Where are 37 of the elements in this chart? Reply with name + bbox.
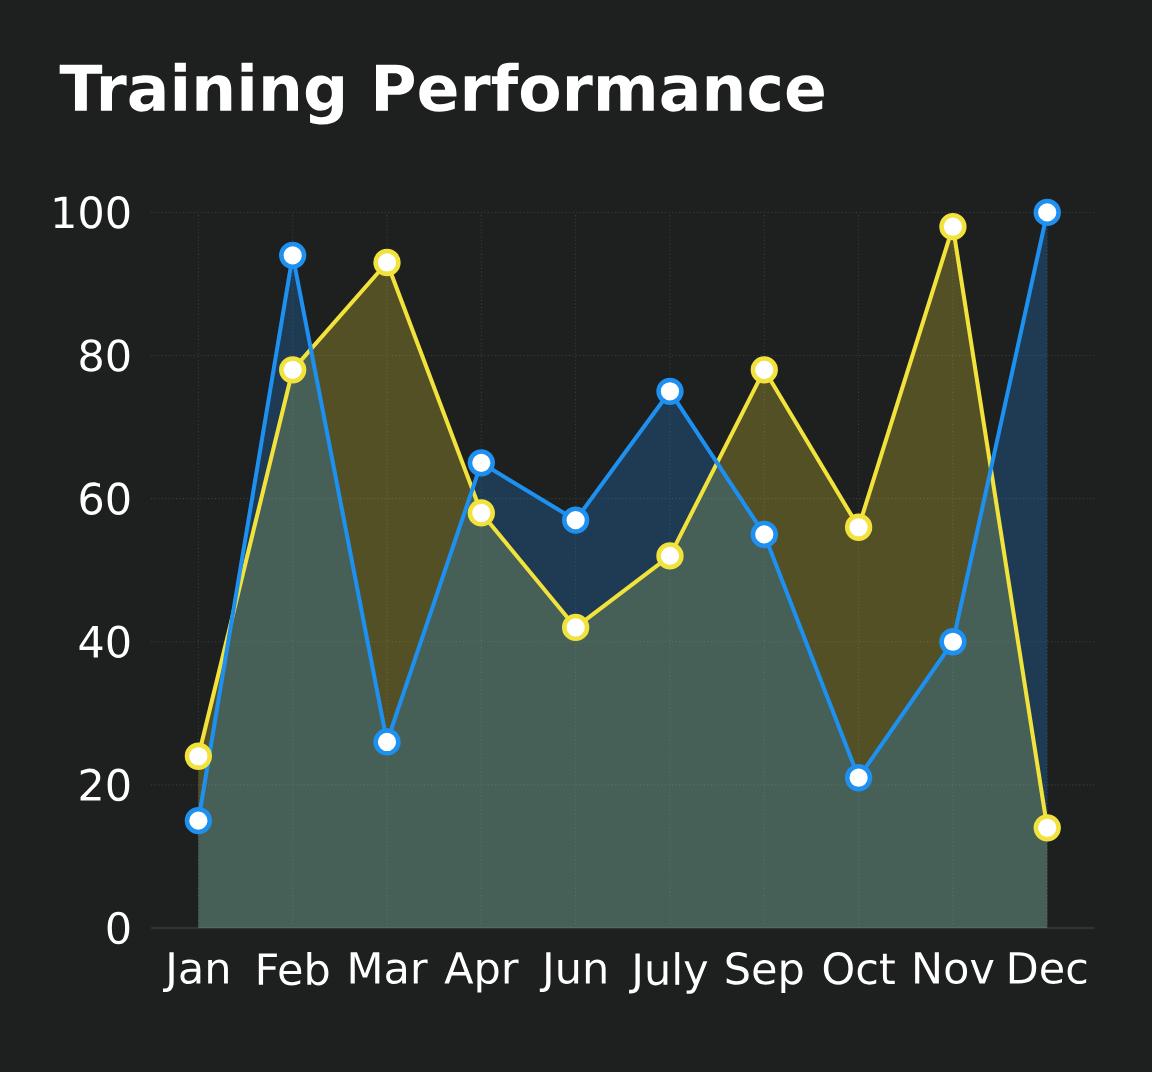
y-tick-label: 20 bbox=[80, 768, 130, 802]
x-tick-label: Nov bbox=[915, 952, 994, 985]
point bbox=[373, 728, 401, 756]
y-tick-label: 40 bbox=[79, 625, 130, 659]
x-tick-label: Mar bbox=[350, 952, 428, 985]
point bbox=[656, 377, 684, 405]
point bbox=[467, 449, 495, 477]
x-tick-label: Jan bbox=[162, 952, 228, 993]
x-tick-label: Oct bbox=[823, 952, 895, 985]
y-tick-label: 100 bbox=[54, 196, 130, 229]
point bbox=[750, 520, 778, 549]
point bbox=[1033, 814, 1061, 842]
x-tick-label: Jun bbox=[539, 952, 606, 993]
point bbox=[939, 628, 967, 656]
point bbox=[373, 248, 401, 277]
point bbox=[279, 241, 307, 269]
point bbox=[656, 542, 684, 570]
x-tick-label: Sep bbox=[726, 952, 803, 993]
point bbox=[561, 613, 590, 642]
point bbox=[1033, 198, 1061, 227]
x-tick-label: Apr bbox=[444, 952, 519, 993]
x-tick-label: July bbox=[629, 952, 708, 994]
point bbox=[279, 356, 307, 384]
point bbox=[184, 742, 213, 770]
y-tick-label: 80 bbox=[80, 339, 130, 372]
y-tick-label: 0 bbox=[107, 911, 130, 945]
point bbox=[467, 499, 495, 527]
x-tick-label: Feb bbox=[258, 952, 329, 986]
point bbox=[844, 513, 873, 541]
x-tick-label: Dec bbox=[1009, 952, 1087, 985]
point bbox=[939, 213, 967, 241]
point bbox=[750, 356, 778, 384]
point bbox=[844, 764, 873, 792]
chart-title: Training Performance bbox=[59, 62, 824, 125]
y-tick-label: 60 bbox=[80, 482, 130, 515]
point bbox=[561, 506, 590, 534]
point bbox=[184, 806, 213, 835]
